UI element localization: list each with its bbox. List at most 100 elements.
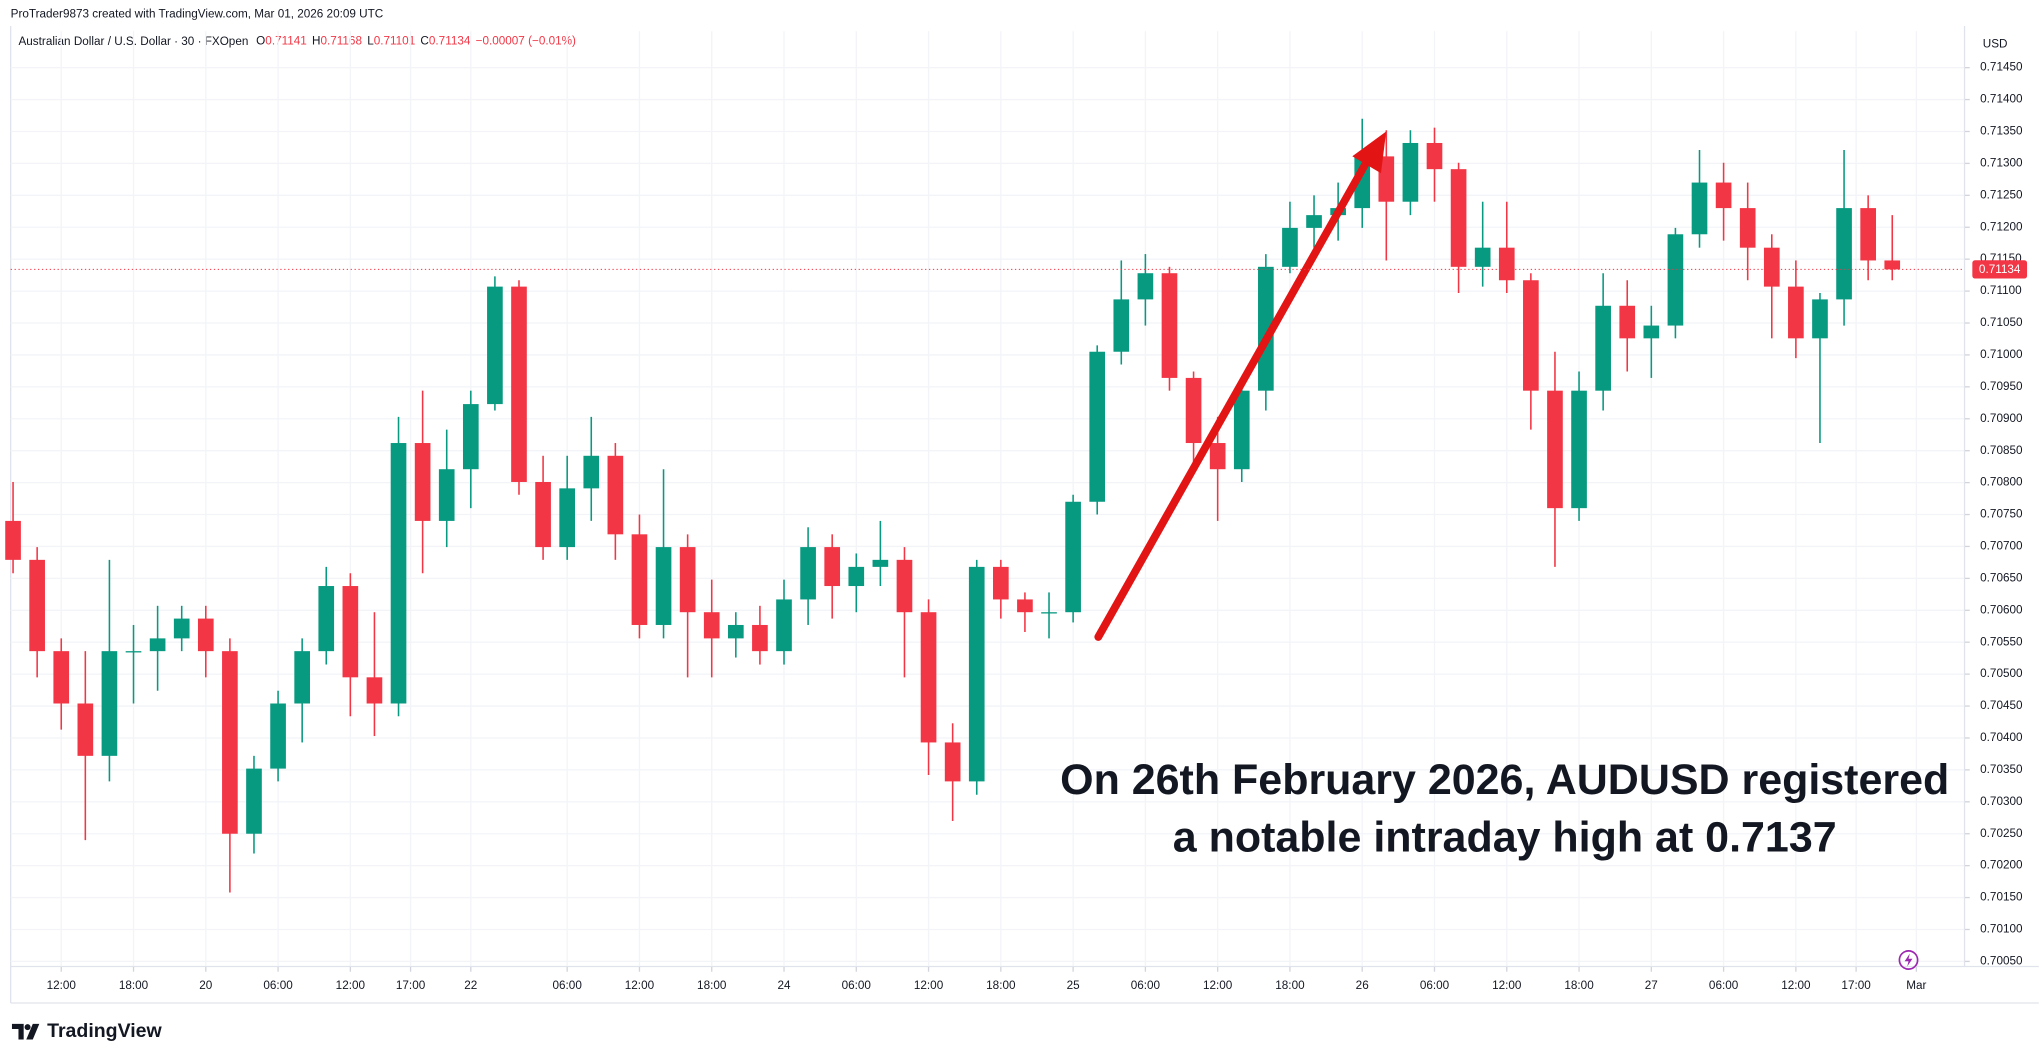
x-tick-label: 06:00 bbox=[1420, 979, 1450, 992]
y-tick-label: 0.70700 bbox=[1980, 540, 2023, 553]
logo-dot bbox=[24, 1024, 31, 1031]
candle-body bbox=[1041, 612, 1057, 614]
y-tick-label: 0.70500 bbox=[1980, 667, 2023, 680]
candle-body bbox=[1258, 266, 1274, 391]
y-tick-label: 0.70250 bbox=[1980, 827, 2023, 840]
candle-body bbox=[511, 286, 527, 482]
y-tick-label: 0.70650 bbox=[1980, 571, 2023, 584]
icon-bolt bbox=[1904, 953, 1913, 967]
candle-body bbox=[1017, 599, 1033, 613]
x-tick-label: 22 bbox=[464, 979, 477, 992]
x-tick-label: 18:00 bbox=[1275, 979, 1305, 992]
last-price-box bbox=[1972, 260, 2028, 279]
x-tick-label: 18:00 bbox=[697, 979, 727, 992]
candle-body bbox=[1691, 182, 1708, 235]
x-tick-label: 26 bbox=[1356, 979, 1369, 992]
candle-body bbox=[583, 455, 600, 489]
legend-value: 0.71134 bbox=[429, 35, 471, 48]
x-tick-label: 12:00 bbox=[1781, 979, 1811, 992]
x-tick-label: 12:00 bbox=[1492, 979, 1522, 992]
candle-body bbox=[800, 547, 816, 600]
x-tick-label: 06:00 bbox=[553, 979, 583, 992]
legend-value: 0.71168 bbox=[320, 35, 362, 48]
candle-body bbox=[1378, 156, 1395, 202]
candle-body bbox=[1523, 280, 1539, 391]
candle-body bbox=[5, 520, 21, 560]
candle-body bbox=[414, 443, 431, 521]
candle-body bbox=[101, 651, 118, 756]
y-tick-label: 0.70150 bbox=[1980, 891, 2023, 904]
attribution: ProTrader9873 created with TradingView.c… bbox=[11, 7, 384, 20]
logo[interactable]: TradingView bbox=[11, 1020, 163, 1042]
candle-body bbox=[968, 566, 985, 782]
y-tick-label: 0.70100 bbox=[1980, 923, 2023, 936]
replay-icon[interactable] bbox=[1898, 950, 1919, 970]
x-tick-label: 18:00 bbox=[1564, 979, 1594, 992]
candle-body bbox=[1860, 208, 1876, 261]
candle-body bbox=[294, 651, 310, 704]
icon-circle[interactable] bbox=[1898, 950, 1919, 970]
candle-body bbox=[438, 469, 455, 521]
candle-body bbox=[77, 703, 94, 756]
x-tick-label: 27 bbox=[1645, 979, 1658, 992]
y-tick-label: 0.70450 bbox=[1980, 699, 2023, 712]
candle-body bbox=[487, 286, 503, 405]
candle-body bbox=[920, 612, 937, 743]
x-tick-label: 06:00 bbox=[263, 979, 293, 992]
x-tick-label: 12:00 bbox=[336, 979, 366, 992]
candle-body bbox=[1788, 286, 1804, 339]
candle-body bbox=[1812, 299, 1828, 339]
y-tick-label: 0.71000 bbox=[1980, 348, 2023, 361]
candle-body bbox=[1185, 377, 1202, 444]
candle-body bbox=[872, 559, 889, 567]
candle-body bbox=[824, 547, 841, 587]
x-tick-label: 24 bbox=[777, 979, 791, 992]
y-tick-label: 0.71100 bbox=[1980, 284, 2022, 297]
candle-body bbox=[342, 586, 359, 678]
y-tick-label: 0.70950 bbox=[1980, 380, 2023, 393]
candle-body bbox=[631, 534, 648, 625]
candle-body bbox=[1884, 260, 1901, 270]
candle-body bbox=[993, 566, 1009, 600]
candle-body bbox=[1643, 325, 1660, 339]
candle-body bbox=[1233, 390, 1250, 470]
candle-body bbox=[1667, 234, 1684, 326]
candle-body bbox=[944, 742, 961, 782]
currency: USD bbox=[1983, 37, 2008, 50]
x-tick-label: Mar bbox=[1906, 979, 1926, 992]
candle-body bbox=[149, 638, 166, 652]
annotation-line: a notable intraday high at 0.7137 bbox=[1173, 814, 1837, 862]
y-tick-label: 0.71050 bbox=[1980, 316, 2023, 329]
candle-body bbox=[1474, 247, 1491, 267]
candle-body bbox=[246, 768, 262, 834]
candle-body bbox=[1161, 273, 1178, 378]
candle-body bbox=[1065, 501, 1081, 613]
x-tick-label: 25 bbox=[1067, 979, 1081, 992]
candle-body bbox=[1450, 169, 1467, 267]
legend-value: 0.71101 bbox=[374, 35, 416, 48]
candle-body bbox=[462, 404, 479, 470]
candle-body bbox=[29, 559, 45, 652]
candle-body bbox=[607, 455, 624, 535]
y-tick-label: 0.70300 bbox=[1980, 795, 2023, 808]
candle-body bbox=[1113, 299, 1130, 352]
y-tick-label: 0.70550 bbox=[1980, 635, 2023, 648]
candle-body bbox=[776, 599, 792, 652]
candle-body bbox=[703, 612, 720, 639]
candle-body bbox=[1282, 227, 1298, 267]
candle-body bbox=[125, 651, 142, 653]
x-tick-label: 12:00 bbox=[914, 979, 944, 992]
arrow-shaft bbox=[1094, 160, 1370, 641]
x-tick-label: 17:00 bbox=[396, 979, 426, 992]
legend-key: H bbox=[312, 35, 320, 48]
y-tick-label: 0.71200 bbox=[1980, 220, 2023, 233]
y-tick-label: 0.71300 bbox=[1980, 157, 2023, 170]
grid bbox=[10, 31, 1965, 967]
candle-body bbox=[1402, 142, 1419, 202]
y-tick-label: 0.70900 bbox=[1980, 412, 2023, 425]
candle-body bbox=[848, 566, 865, 587]
x-tick-label: 18:00 bbox=[119, 979, 149, 992]
y-tick-label: 0.70800 bbox=[1980, 476, 2023, 489]
candle-body bbox=[53, 651, 70, 704]
